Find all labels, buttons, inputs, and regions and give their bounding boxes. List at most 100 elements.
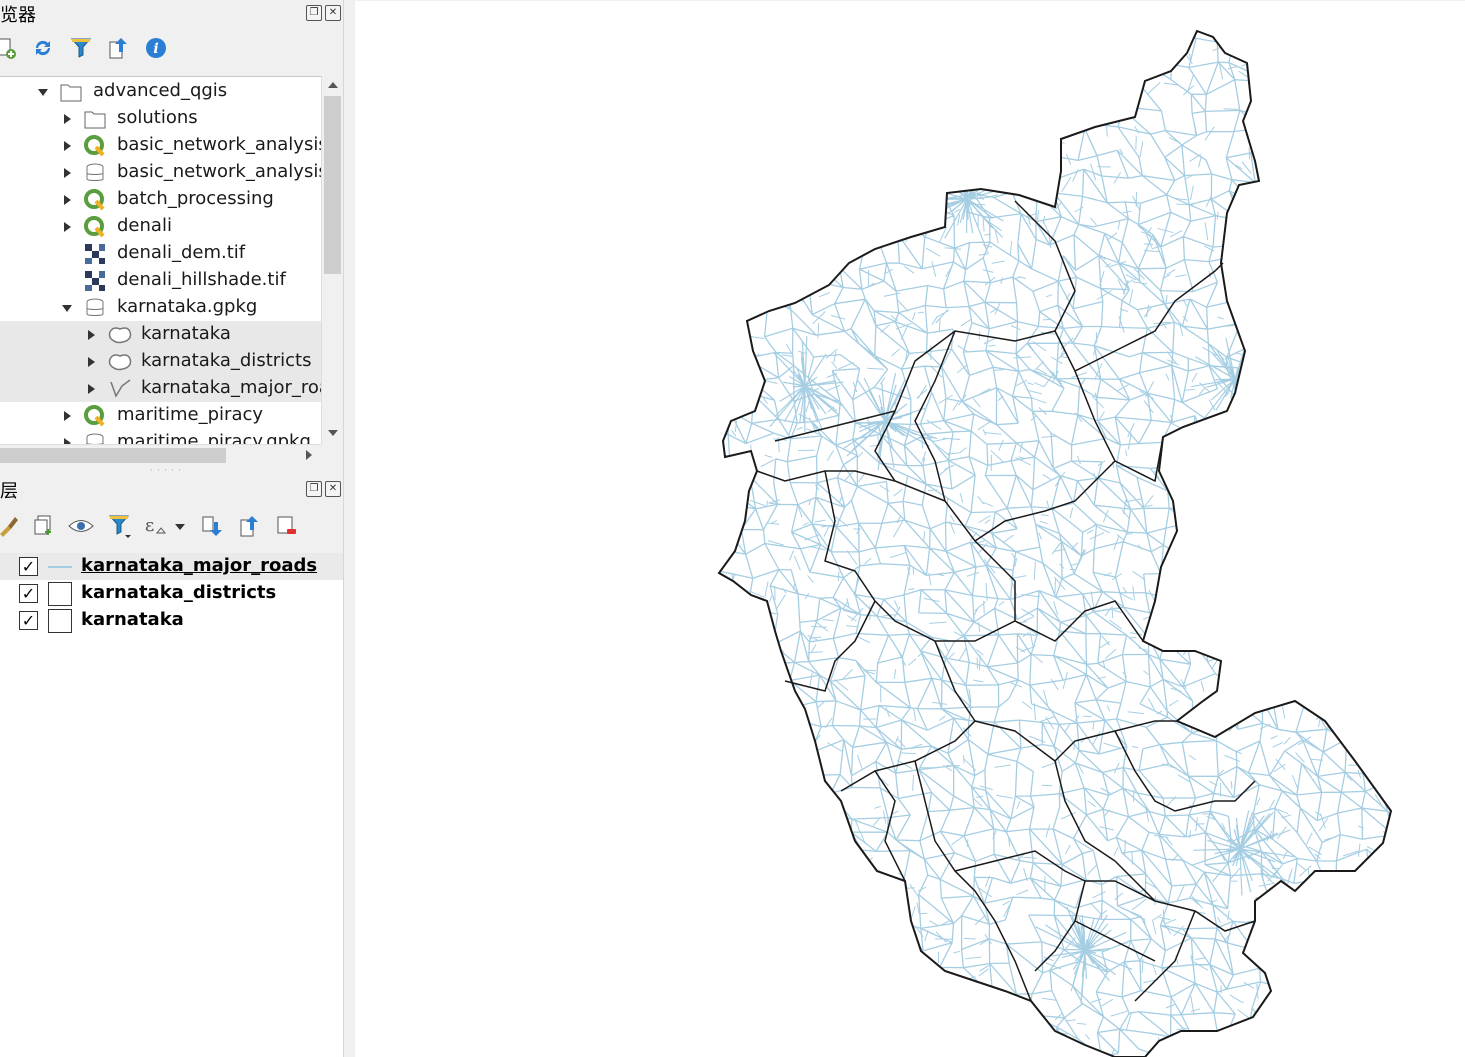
close-panel-icon[interactable]: ✕ [325,481,341,497]
layers-panel: 层 ❐ ✕ ε ··· ✓karnataka_major_roads✓kar [0,476,349,1057]
expanded-arrow-icon[interactable] [38,89,48,96]
browser-item-label: basic_network_analysis.g [117,161,321,182]
road-mesh [719,31,1391,1057]
browser-item-label: karnataka_districts [141,350,312,371]
layer-item[interactable]: ✓ karnataka_major_roads [0,553,343,580]
browser-item-label: karnataka [141,323,231,344]
browser-panel-title: 览器 [0,5,36,26]
collapsed-arrow-icon[interactable] [64,222,71,232]
browser-item[interactable]: denali_dem.tif [0,240,321,267]
browser-item[interactable]: karnataka_districts [0,348,321,375]
layer-visibility-checkbox[interactable]: ✓ [19,611,38,630]
layer-name: karnataka [81,609,184,630]
collapse-all-icon[interactable] [105,34,133,62]
browser-item[interactable]: maritime_piracy.gpkg [0,429,321,445]
layers-panel-title-buttons: ❐ ✕ [306,481,341,497]
browser-item-label: advanced_qgis [93,80,228,101]
browser-item[interactable]: advanced_qgis [0,78,321,105]
browser-item[interactable]: solutions [0,105,321,132]
browser-item[interactable]: denali_hillshade.tif [0,267,321,294]
fill-symbol-icon [48,582,72,606]
layer-name: karnataka_major_roads [81,555,318,576]
browser-tree[interactable]: advanced_qgis solutions basic_network_anal… [0,76,321,445]
svg-text:i: i [153,41,158,57]
raster-icon [84,270,106,292]
collapsed-arrow-icon[interactable] [64,411,71,421]
collapsed-arrow-icon[interactable] [64,195,71,205]
browser-vertical-scrollbar[interactable] [321,76,343,444]
browser-item[interactable]: basic_network_analysis.g [0,159,321,186]
expanded-arrow-icon[interactable] [62,305,72,312]
collapsed-arrow-icon[interactable] [88,357,95,367]
style-brush-icon[interactable] [0,512,22,540]
folder-icon [84,108,106,130]
browser-item-label: batch_processing [117,188,274,209]
filter-icon[interactable] [67,34,95,62]
geopackage-icon [84,297,106,319]
collapsed-arrow-icon[interactable] [88,384,95,394]
layers-panel-title: 层 [0,481,18,502]
browser-item[interactable]: karnataka [0,321,321,348]
dock-separator[interactable] [343,0,356,1057]
refresh-icon[interactable] [29,34,57,62]
browser-panel-title-buttons: ❐ ✕ [306,5,341,21]
qgis-project-icon [84,405,106,427]
scrollbar-thumb[interactable] [0,448,226,463]
browser-toolbar: i [0,34,343,68]
browser-item[interactable]: maritime_piracy [0,402,321,429]
visibility-eye-icon[interactable] [67,512,95,540]
browser-item-label: denali_hillshade.tif [117,269,286,290]
browser-item[interactable]: denali [0,213,321,240]
browser-item-label: maritime_piracy.gpkg [117,431,311,445]
info-icon[interactable]: i [142,34,170,62]
scroll-right-icon[interactable] [306,450,312,460]
remove-layer-icon[interactable] [273,512,301,540]
expression-filter-icon[interactable]: ε [143,512,187,540]
close-panel-icon[interactable]: ✕ [325,5,341,21]
line-symbol-icon [48,566,72,568]
browser-item[interactable]: karnataka_major_road [0,375,321,402]
qgis-project-icon [84,135,106,157]
folder-icon [60,81,82,103]
road-hub [1035,906,1133,1004]
road-hub [769,336,844,438]
layer-name: karnataka_districts [81,582,277,603]
collapsed-arrow-icon[interactable] [64,141,71,151]
browser-horizontal-scrollbar[interactable] [0,444,321,466]
browser-item-label: solutions [117,107,198,128]
browser-item-label: maritime_piracy [117,404,264,425]
add-layer-icon[interactable] [0,34,22,62]
add-group-icon[interactable] [30,512,58,540]
collapsed-arrow-icon[interactable] [64,438,71,445]
filter-legend-icon[interactable] [106,512,134,540]
geopackage-icon [84,162,106,184]
collapsed-arrow-icon[interactable] [64,168,71,178]
layer-visibility-checkbox[interactable]: ✓ [19,584,38,603]
collapse-all-icon[interactable] [236,512,264,540]
layer-visibility-checkbox[interactable]: ✓ [19,557,38,576]
qgis-project-icon [84,189,106,211]
panel-splitter[interactable]: · · · · · [150,466,182,475]
float-panel-icon[interactable]: ❐ [306,5,322,21]
svg-text:ε: ε [145,515,154,536]
collapsed-arrow-icon[interactable] [64,114,71,124]
layer-tree[interactable]: ✓ karnataka_major_roads ✓ karnataka_distric… [0,553,343,1057]
browser-item-label: denali_dem.tif [117,242,246,263]
layer-item[interactable]: ✓ karnataka [0,607,343,634]
scrollbar-thumb[interactable] [324,96,341,274]
browser-item[interactable]: karnataka.gpkg [0,294,321,321]
layer-item[interactable]: ✓ karnataka_districts [0,580,343,607]
collapsed-arrow-icon[interactable] [88,330,95,340]
float-panel-icon[interactable]: ❐ [306,481,322,497]
expand-all-icon[interactable] [198,512,226,540]
road-hub [1191,810,1295,896]
browser-panel: 览器 ❐ ✕ i advanced_qgis solutions basic_net… [0,0,343,466]
scroll-down-icon[interactable] [328,430,338,436]
browser-item[interactable]: batch_processing [0,186,321,213]
scroll-up-icon[interactable] [328,82,338,88]
browser-item-label: karnataka.gpkg [117,296,258,317]
browser-item[interactable]: basic_network_analysis [0,132,321,159]
map-canvas[interactable] [355,1,1465,1057]
karnataka-map [718,30,1392,1057]
polygon-layer-icon [108,324,132,346]
